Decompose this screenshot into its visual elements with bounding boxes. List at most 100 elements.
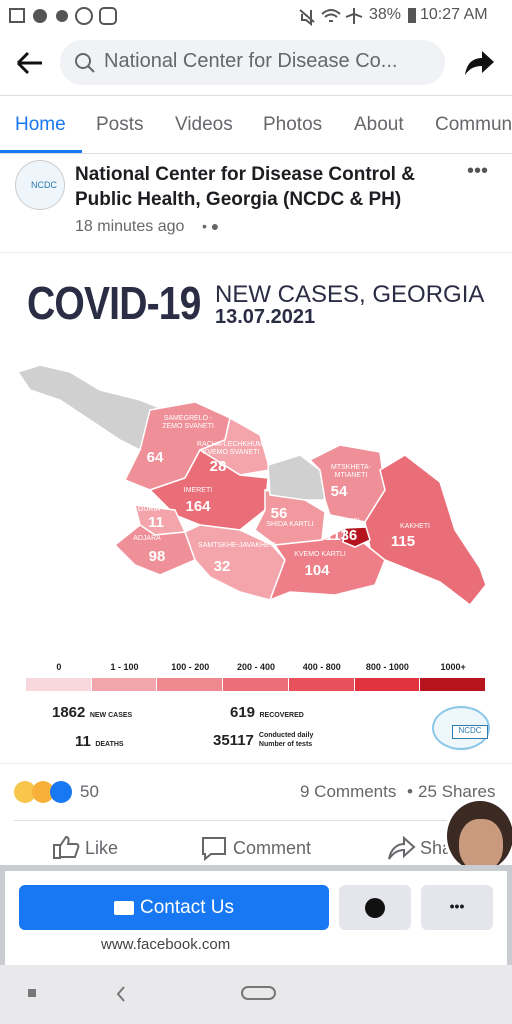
separator — [0, 865, 512, 871]
status-icons-right — [299, 8, 363, 26]
clock: 10:27 AM — [420, 6, 488, 23]
legend-swatch — [420, 678, 485, 691]
stat: 11 DEATHS — [75, 733, 124, 751]
divider — [14, 820, 498, 821]
stat-label: Conducted daily Number of tests — [258, 732, 314, 748]
stat-value: 1862 — [52, 704, 86, 721]
chat-head[interactable] — [444, 798, 512, 874]
region-value: 1136 — [324, 527, 358, 544]
search-bar[interactable] — [60, 40, 445, 85]
stat-value: 35117 — [213, 731, 254, 749]
stat-label: RECOVERED — [259, 712, 304, 719]
region-name: ADJARA — [133, 535, 161, 542]
tab[interactable]: Videos — [175, 114, 233, 135]
post-time: 18 minutes ago — [75, 218, 185, 235]
info-title: COVID-19 — [27, 277, 201, 329]
website[interactable]: www.facebook.com — [101, 936, 231, 953]
region — [342, 526, 371, 548]
legend-label: 800 - 1000 — [365, 662, 409, 672]
region-value: 54 — [330, 483, 348, 500]
region-name: TBILISI — [336, 518, 360, 525]
divider — [0, 95, 512, 96]
region-value: 98 — [148, 548, 166, 565]
comment-count[interactable]: 9 Comments — [300, 782, 397, 801]
info-date: 13.07.2021 — [215, 306, 316, 328]
avatar[interactable] — [15, 160, 65, 210]
region-value: 104 — [304, 562, 330, 579]
region-value: 28 — [209, 458, 227, 475]
map — [16, 364, 487, 607]
stat: 35117 Conducted daily Number of tests — [213, 731, 331, 749]
messenger-button[interactable] — [339, 885, 411, 930]
recent-apps[interactable] — [28, 989, 36, 997]
more-button[interactable]: ••• — [421, 885, 493, 930]
region-name: SHIDA KARTLI — [266, 521, 314, 528]
legend-label: 1 - 100 — [110, 662, 139, 672]
reaction-icons[interactable] — [14, 781, 76, 803]
like-icon — [53, 835, 80, 859]
region-name: RACHA-LECHKHUMI KVEMO SVANETI — [196, 441, 266, 456]
home-button[interactable] — [241, 986, 276, 1000]
privacy-icon: • ● — [202, 218, 220, 234]
share-count[interactable]: 25 Shares — [418, 782, 496, 801]
nav-back[interactable] — [114, 985, 128, 1003]
battery-icon — [408, 8, 416, 23]
legend-label: 100 - 200 — [171, 662, 210, 672]
stat: 1862 NEW CASES — [52, 704, 132, 722]
region-name: SAMEGRELO - ZEMO SVANETI — [162, 415, 214, 430]
stat: 619 RECOVERED — [230, 704, 304, 722]
info-subtitle: NEW CASES, GEORGIA — [215, 281, 485, 308]
region-name: KVEMO KARTLI — [294, 551, 346, 558]
nav-bar — [0, 965, 512, 1024]
contact-button[interactable]: Contact Us — [19, 885, 329, 930]
legend-swatch — [26, 678, 91, 691]
reaction-count[interactable]: 50 — [80, 782, 99, 801]
tab[interactable]: About — [354, 114, 404, 135]
search-icon — [75, 53, 95, 73]
legend-swatch — [223, 678, 288, 691]
logo-label: NCDC — [452, 725, 488, 739]
tab[interactable]: Home — [15, 114, 66, 135]
legend-label: 1000+ — [440, 662, 466, 672]
legend-label: 0 — [56, 662, 62, 672]
like-button[interactable]: Like — [85, 838, 119, 858]
tab-indicator — [0, 150, 82, 153]
stat-label: DEATHS — [95, 741, 124, 748]
share-icon — [388, 835, 416, 860]
contact-button-label: Contact Us — [140, 896, 234, 918]
tab[interactable]: Commun — [435, 114, 512, 135]
share-page-button[interactable] — [462, 48, 496, 78]
region-value: 115 — [390, 533, 416, 550]
region-value: 11 — [148, 514, 164, 531]
divider — [0, 153, 512, 154]
stat-value: 619 — [230, 704, 256, 721]
region-value: 32 — [213, 558, 231, 575]
stat-label: NEW CASES — [89, 712, 133, 719]
search-query: National Center for Disease Co... — [104, 50, 398, 72]
more-menu[interactable]: ••• — [467, 160, 489, 182]
region-name: MTSKHETA-MTIANETI — [331, 464, 371, 479]
back-button[interactable] — [14, 48, 46, 78]
legend-swatch — [288, 678, 354, 691]
status-icons — [9, 7, 117, 25]
region-name: KAKHETI — [400, 523, 430, 530]
legend-swatch — [354, 678, 420, 691]
legend-swatch — [91, 678, 157, 691]
comment-button[interactable]: Comment — [233, 838, 312, 858]
comment-icon — [202, 837, 226, 862]
region-name: IMERETI — [183, 487, 213, 494]
author[interactable]: National Center for Disease Control & Pu… — [75, 164, 415, 210]
region-value: 64 — [146, 449, 164, 466]
tab[interactable]: Photos — [263, 114, 323, 135]
battery: 38% — [369, 6, 402, 23]
region-name: GURIA — [137, 506, 161, 513]
tab[interactable]: Posts — [96, 114, 144, 135]
region-value: 56 — [270, 505, 288, 522]
region-value: 164 — [185, 498, 211, 515]
stat-value: 11 — [75, 733, 91, 750]
legend-label: 400 - 800 — [302, 662, 341, 672]
region-name: SAMTSKHE-JAVAKHETI — [198, 542, 276, 549]
legend-label: 200 - 400 — [236, 662, 276, 672]
